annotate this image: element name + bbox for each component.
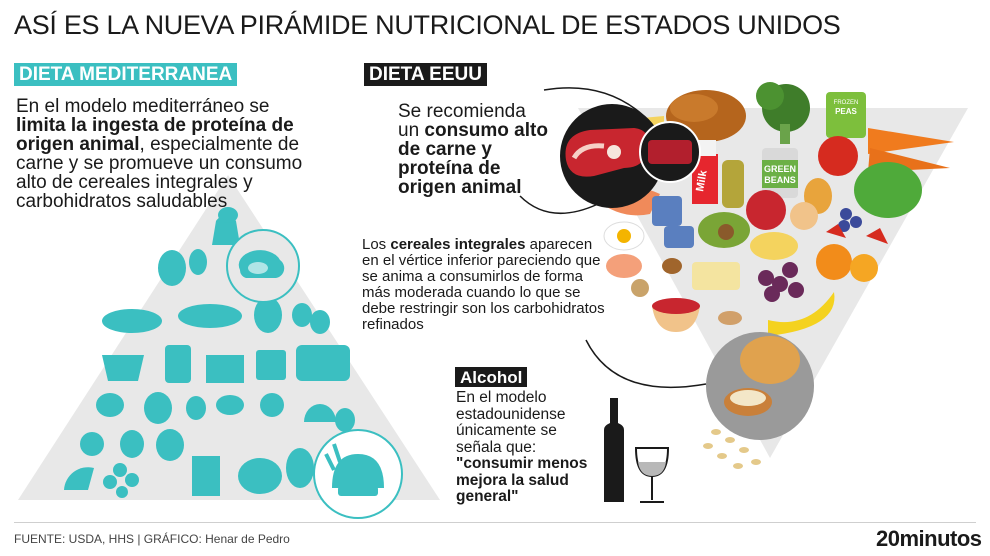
green-beans-label-1: GREEN	[764, 164, 796, 174]
alcohol-text-bold: "consumir menos mejora la salud general"	[456, 455, 588, 505]
mediterranean-text-bold: limita la ingesta de proteína de origen …	[16, 115, 294, 155]
usa-food-illustrations	[596, 82, 954, 469]
usa-diet-tag: DIETA EEUU	[364, 63, 487, 86]
green-beans-label-2: BEANS	[764, 175, 796, 185]
milk-label: Milk	[694, 169, 710, 193]
frozen-peas-label-2: PEAS	[835, 107, 857, 116]
mediterranean-description: En el modelo mediterráneo se limita la i…	[16, 97, 321, 211]
alcohol-note: En el modelo estadounidense únicamente s…	[456, 389, 596, 506]
alcohol-tag: Alcohol	[455, 367, 528, 387]
footer-source: FUENTE: USDA, HHS | GRÁFICO: Henar de Pe…	[14, 532, 290, 546]
cereals-text-2: aparecen en el vértice inferior parecien…	[362, 236, 605, 333]
usa-text-bold: consumo alto de carne y proteína de orig…	[398, 120, 548, 198]
alcohol-text-1: En el modelo estadounidense únicamente s…	[456, 389, 566, 456]
frozen-peas-label-1: FROZEN	[834, 100, 859, 106]
usa-description: Se recomienda un consumo alto de carne y…	[398, 102, 548, 197]
mediterranean-text-2: , especialmente de carne y se promueve u…	[16, 134, 303, 212]
mediterranean-food-icons	[64, 207, 355, 498]
brand-logo: 20minutos	[876, 526, 982, 551]
usa-text-1: Se recomienda un	[398, 101, 526, 141]
mediterranean-diet-tag: DIETA MEDITERRANEA	[14, 63, 238, 86]
cereals-text-1: Los	[362, 236, 391, 253]
mediterranean-text-1: En el modelo mediterráneo se	[16, 96, 270, 117]
footer-divider	[14, 522, 976, 523]
connector-cereals	[585, 339, 707, 389]
cereals-note: Los cereales integrales aparecen en el v…	[362, 237, 612, 333]
wine-bottle-icon	[604, 398, 624, 502]
connector-usa	[543, 87, 645, 117]
page-title: ASÍ ES LA NUEVA PIRÁMIDE NUTRICIONAL DE …	[14, 10, 841, 40]
wine-glass-icon	[634, 447, 670, 503]
cereals-text-bold: cereales integrales	[390, 236, 526, 253]
bread-icon	[324, 443, 384, 496]
connector-usa-2	[519, 195, 599, 215]
